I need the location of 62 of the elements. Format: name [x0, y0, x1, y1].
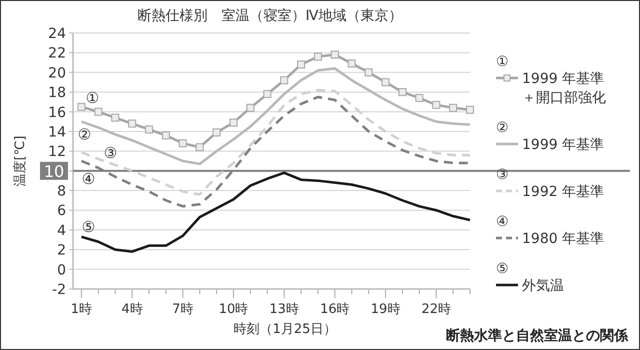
- y-tick-label: 14: [48, 124, 66, 140]
- point: [162, 131, 170, 140]
- point: [111, 114, 120, 122]
- x-tick-label: 22時: [421, 302, 451, 317]
- y-axis-title: 温度[℃]: [12, 136, 28, 186]
- point: [178, 139, 187, 148]
- series-label: ② 1999 年基準: [496, 120, 604, 153]
- y-tick-label: 18: [48, 85, 66, 102]
- x-tick-label: 10時: [218, 302, 248, 317]
- annotation: ③: [104, 144, 118, 162]
- point: [263, 90, 272, 98]
- x-tick-label: 16時: [320, 302, 350, 317]
- point: [348, 60, 356, 68]
- x-tick-label: 7時: [172, 302, 194, 317]
- y-tick-label: 22: [48, 46, 66, 62]
- y-tick-label: 0: [57, 262, 66, 278]
- line-series: [80, 67, 472, 166]
- x-tick-label: 1時: [70, 302, 92, 317]
- point: [449, 104, 458, 112]
- y-tick-label: 12: [48, 144, 66, 160]
- y-tick-label: 8: [57, 184, 66, 200]
- y-tick-label: 2: [57, 242, 66, 259]
- y-tick-label: 20: [48, 65, 66, 82]
- text: ⑤ 外気温: [496, 261, 564, 294]
- point: [212, 128, 221, 136]
- point: [77, 102, 86, 111]
- point: [330, 50, 339, 59]
- point: [364, 68, 373, 76]
- y-tick-label: -2: [52, 282, 66, 298]
- series-label: ① 1999 年基準＋開口部強化: [496, 54, 606, 106]
- x-tick-label: 4時: [121, 302, 143, 317]
- point: [280, 76, 288, 84]
- point: [398, 88, 406, 96]
- annotation: ④: [82, 170, 96, 188]
- annotation: ①: [86, 88, 100, 107]
- point: [415, 94, 424, 102]
- y-tick-label: 6: [57, 203, 66, 220]
- point: [382, 78, 390, 86]
- point: [196, 143, 204, 152]
- point: [145, 125, 154, 134]
- x-tick-label: 13時: [269, 302, 299, 317]
- point: [466, 106, 474, 114]
- point: [229, 118, 238, 127]
- point: [314, 52, 322, 61]
- text: ③ 1992 年基準: [496, 167, 604, 200]
- text: 断熱水準と自然室温との関係: [446, 327, 629, 344]
- point: [297, 60, 306, 69]
- y-tick-label: 24: [48, 26, 66, 42]
- line-series: [80, 172, 472, 253]
- annotation: ②: [78, 126, 92, 144]
- text: ④ 1980 年基準: [496, 214, 604, 247]
- point: [128, 120, 136, 128]
- y-tick-label: 4: [57, 222, 66, 239]
- y-tick-label: 10: [44, 162, 64, 181]
- y-tick-label: 16: [48, 104, 66, 121]
- point: [246, 104, 254, 112]
- chart-title: 断熱仕様別 室温（寝室）Ⅳ地域（東京）: [138, 8, 402, 24]
- annotation: ⑤: [82, 218, 96, 236]
- x-axis-title: 時刻（1月25日）: [234, 322, 336, 337]
- x-tick-label: 19時: [370, 302, 400, 317]
- point: [94, 108, 102, 116]
- point: [432, 100, 440, 109]
